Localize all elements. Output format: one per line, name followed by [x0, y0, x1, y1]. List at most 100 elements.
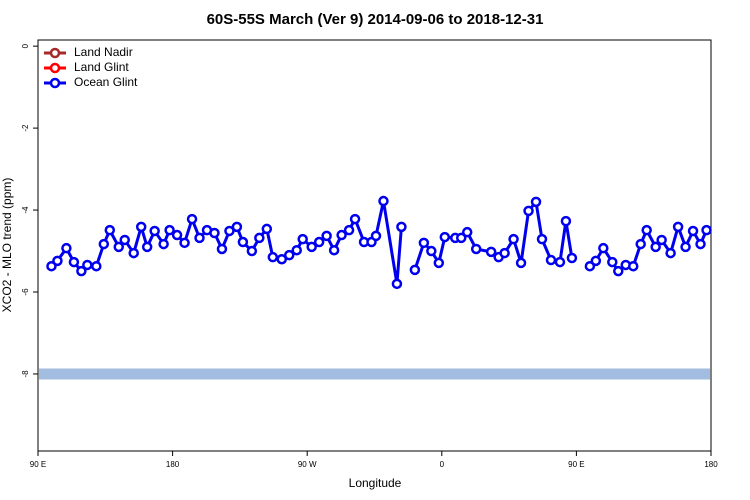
data-point — [321, 230, 332, 242]
data-point — [82, 259, 93, 271]
data-point — [61, 242, 72, 254]
data-point — [650, 241, 661, 253]
data-point — [306, 241, 317, 253]
legend-marker — [49, 47, 61, 59]
legend-marker — [49, 77, 61, 89]
data-point — [171, 229, 183, 241]
data-point — [607, 256, 618, 268]
data-point — [536, 233, 548, 245]
data-point — [554, 256, 566, 268]
data-point — [179, 237, 190, 249]
data-point — [164, 224, 175, 236]
data-point — [560, 215, 572, 227]
data-point — [231, 221, 243, 233]
y-tick-label: -8 — [21, 370, 30, 378]
data-point — [656, 234, 667, 246]
data-point — [598, 242, 609, 254]
data-point — [224, 225, 235, 237]
data-point — [687, 225, 699, 237]
y-tick-label: -6 — [21, 288, 30, 296]
data-point — [68, 256, 80, 268]
data-point — [209, 227, 220, 239]
data-point — [313, 236, 325, 248]
data-point — [158, 238, 169, 250]
data-point — [186, 213, 198, 225]
plot-frame — [37, 39, 712, 452]
data-point — [426, 245, 437, 257]
data-point — [635, 238, 646, 250]
x-tick-label: 180 — [166, 460, 180, 469]
data-point — [98, 238, 110, 250]
data-point — [297, 233, 308, 245]
y-tick-label: -4 — [21, 206, 30, 214]
data-point — [439, 231, 451, 243]
data-point — [545, 254, 557, 266]
data-point — [396, 221, 407, 233]
data-point — [276, 253, 288, 265]
data-point — [523, 205, 534, 217]
y-tick-label: 0 — [21, 43, 30, 48]
data-point — [91, 260, 102, 272]
data-point — [378, 195, 389, 207]
data-point — [141, 241, 153, 253]
legend-marker — [49, 62, 61, 74]
data-point — [418, 237, 430, 249]
data-point — [370, 230, 382, 242]
legend-label: Land Glint — [74, 60, 129, 74]
x-tick-label: 90 W — [298, 460, 317, 469]
data-point — [216, 243, 228, 255]
data-point — [590, 255, 602, 267]
data-point — [508, 233, 519, 245]
data-point — [261, 223, 273, 235]
data-point — [470, 243, 482, 255]
data-point — [433, 257, 445, 269]
data-point — [76, 265, 87, 277]
data-point — [695, 238, 706, 250]
data-point — [336, 229, 347, 241]
data-point — [515, 257, 527, 269]
data-point — [246, 245, 258, 257]
data-point — [194, 232, 205, 244]
y-axis-label: XCO2 - MLO trend (ppm) — [0, 178, 14, 313]
data-point — [149, 225, 160, 237]
data-point — [566, 252, 578, 264]
data-point — [455, 232, 467, 244]
data-point — [627, 260, 639, 272]
data-point — [349, 213, 361, 225]
x-tick-label: 180 — [704, 460, 718, 469]
data-point — [485, 246, 497, 258]
data-point — [680, 241, 691, 253]
data-point — [254, 232, 265, 244]
y-tick-label: -2 — [21, 124, 30, 132]
data-point — [665, 247, 676, 259]
legend-label: Ocean Glint — [74, 75, 138, 89]
data-point — [119, 234, 130, 246]
chart-title: 60S-55S March (Ver 9) 2014-09-06 to 2018… — [207, 11, 544, 28]
data-point — [328, 244, 340, 256]
data-point — [104, 224, 116, 236]
x-axis-label: Longitude — [349, 476, 402, 490]
data-point — [237, 236, 249, 248]
legend-label: Land Nadir — [74, 45, 133, 59]
data-point — [284, 249, 295, 261]
x-tick-label: 90 E — [568, 460, 584, 469]
data-point — [530, 196, 542, 208]
data-point — [409, 264, 421, 276]
data-point — [343, 224, 355, 236]
data-point — [641, 224, 652, 236]
data-point — [701, 224, 712, 236]
data-point — [128, 247, 139, 259]
data-point — [613, 265, 624, 277]
x-tick-label: 0 — [440, 460, 445, 469]
data-point — [499, 247, 510, 259]
data-point — [52, 255, 63, 267]
data-point — [291, 244, 302, 256]
x-tick-label: 90 E — [30, 460, 46, 469]
data-point — [461, 226, 473, 238]
data-point — [113, 241, 125, 253]
data-point — [672, 221, 684, 233]
data-point — [391, 278, 403, 290]
data-point — [135, 221, 147, 233]
data-point — [267, 251, 279, 263]
